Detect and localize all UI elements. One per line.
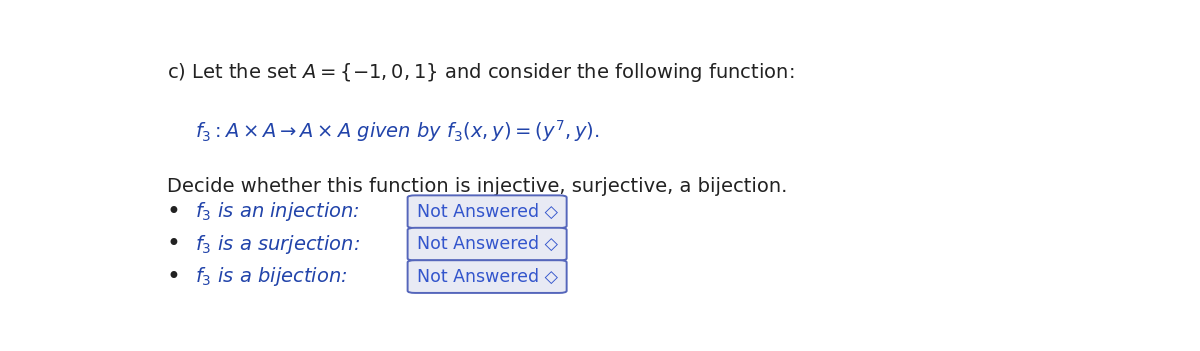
Text: c) Let the set $A = \{-1, 0, 1\}$ and consider the following function:: c) Let the set $A = \{-1, 0, 1\}$ and co… — [167, 61, 794, 84]
FancyBboxPatch shape — [408, 228, 566, 260]
Text: •: • — [167, 200, 181, 224]
Text: $f_3$ is a bijection:: $f_3$ is a bijection: — [194, 265, 347, 288]
Text: •: • — [167, 265, 181, 289]
Text: •: • — [167, 232, 181, 256]
Text: $f_3$ is an injection:: $f_3$ is an injection: — [194, 200, 360, 223]
Text: Not Answered ◇: Not Answered ◇ — [416, 267, 558, 286]
FancyBboxPatch shape — [408, 196, 566, 228]
Text: Decide whether this function is injective, surjective, a bijection.: Decide whether this function is injectiv… — [167, 177, 787, 196]
Text: $f_3$ is a surjection:: $f_3$ is a surjection: — [194, 233, 360, 256]
Text: Not Answered ◇: Not Answered ◇ — [416, 235, 558, 253]
Text: $f_3 : A \times A \rightarrow A \times A$ given by $f_3(x, y) = (y^7, y).$: $f_3 : A \times A \rightarrow A \times A… — [194, 118, 599, 144]
FancyBboxPatch shape — [408, 260, 566, 293]
Text: Not Answered ◇: Not Answered ◇ — [416, 203, 558, 221]
